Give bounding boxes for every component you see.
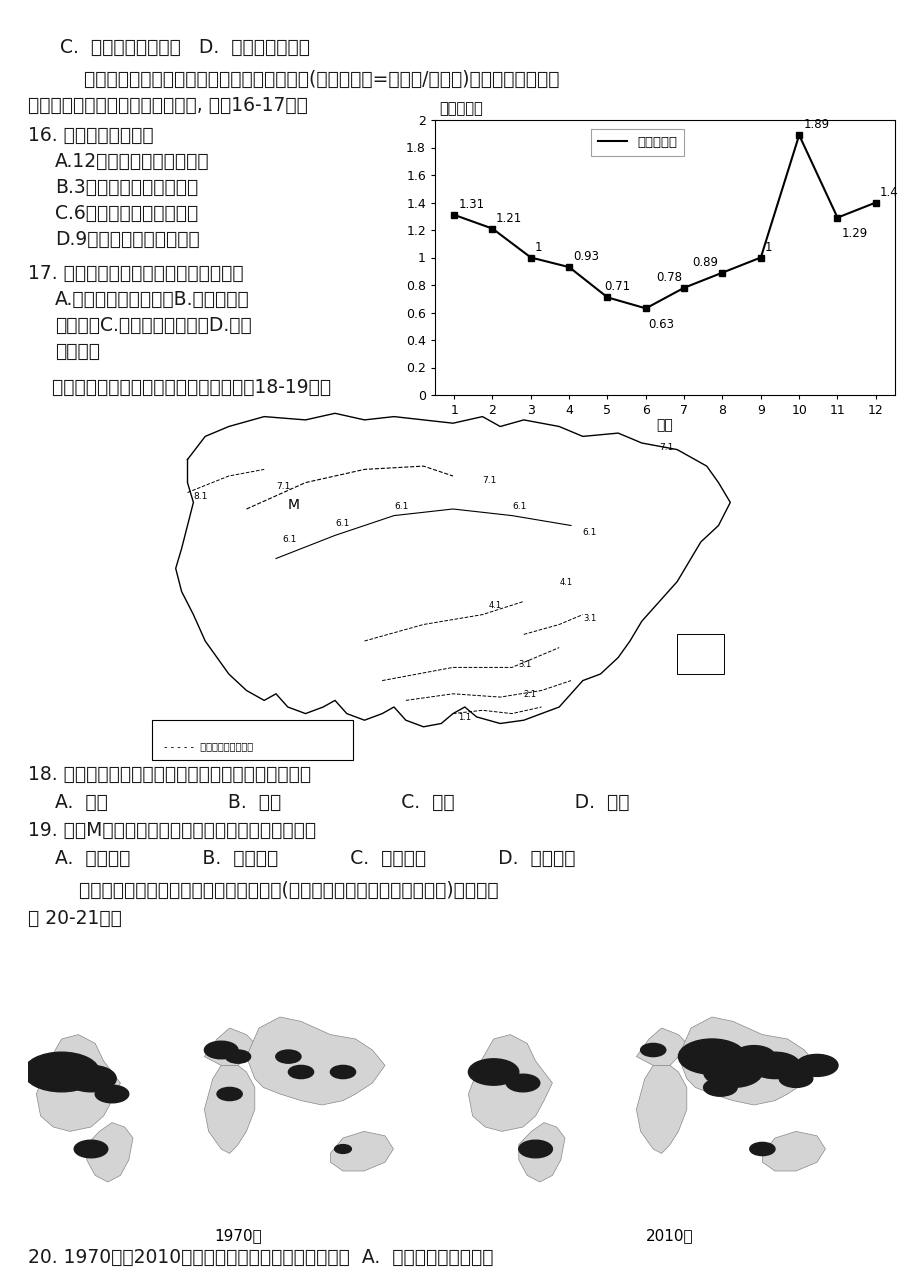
Text: 3.1: 3.1 (517, 660, 530, 669)
Polygon shape (86, 1122, 133, 1182)
Circle shape (732, 1046, 774, 1068)
Text: 水量盈余率是衡量水库蓄水量变化的重要指标(水量盈余率=流入量/流出量)。下图为北半球某: 水量盈余率是衡量水库蓄水量变化的重要指标(水量盈余率=流入量/流出量)。下图为北… (60, 70, 559, 89)
Circle shape (749, 1143, 774, 1156)
Text: 1: 1 (765, 241, 772, 254)
Polygon shape (762, 1131, 824, 1171)
Circle shape (795, 1055, 837, 1077)
Text: 6.1: 6.1 (335, 519, 349, 527)
Text: 7.1: 7.1 (276, 482, 290, 492)
Polygon shape (518, 1122, 564, 1182)
Legend: 水量盈余率: 水量盈余率 (590, 130, 683, 155)
Circle shape (703, 1079, 736, 1096)
Circle shape (778, 1070, 811, 1088)
Circle shape (204, 1041, 238, 1059)
Circle shape (225, 1050, 250, 1064)
Text: 1.31: 1.31 (458, 197, 484, 211)
Text: 1.4: 1.4 (879, 186, 898, 199)
Text: A.  地形                    B.  降水                    C.  热量                    D.: A. 地形 B. 降水 C. 热量 D. (55, 792, 629, 812)
Text: 答 20-21题。: 答 20-21题。 (28, 910, 121, 927)
Circle shape (518, 1140, 551, 1158)
Circle shape (468, 1059, 518, 1085)
Text: 0.78: 0.78 (655, 271, 682, 284)
Circle shape (677, 1040, 744, 1074)
Text: D.9月份水库的蓄水量最大: D.9月份水库的蓄水量最大 (55, 231, 199, 248)
Text: 1.1: 1.1 (458, 713, 471, 722)
X-axis label: 月份: 月份 (656, 418, 673, 432)
Polygon shape (246, 1017, 384, 1105)
Text: 6.1: 6.1 (281, 535, 296, 544)
Polygon shape (468, 1034, 551, 1131)
Circle shape (217, 1088, 242, 1101)
Polygon shape (636, 1028, 686, 1065)
Text: 2010年: 2010年 (645, 1228, 693, 1243)
Text: 6.1: 6.1 (393, 502, 408, 511)
Text: A.  地形平坦            B.  水源充足            C.  光照充足            D.  土壤肥沃: A. 地形平坦 B. 水源充足 C. 光照充足 D. 土壤肥沃 (55, 848, 575, 868)
Text: 水库各月水量盈余率统计图。读图, 回答16-17题。: 水库各月水量盈余率统计图。读图, 回答16-17题。 (28, 96, 308, 115)
Circle shape (95, 1085, 129, 1103)
Circle shape (276, 1050, 301, 1064)
Polygon shape (204, 1028, 255, 1065)
Circle shape (640, 1043, 665, 1056)
Text: 3.1: 3.1 (582, 614, 596, 623)
Text: 1.21: 1.21 (494, 211, 521, 224)
Circle shape (335, 1144, 351, 1153)
Text: 4.1: 4.1 (559, 578, 572, 587)
Circle shape (749, 1052, 800, 1079)
Text: 7.1: 7.1 (659, 442, 673, 451)
Text: 1.89: 1.89 (802, 118, 829, 131)
Text: 读我国油菜开花日期等值线图，回答下列18-19题。: 读我国油菜开花日期等值线图，回答下列18-19题。 (28, 378, 331, 397)
Text: 16. 下列说法正确的是: 16. 下列说法正确的是 (28, 126, 153, 145)
Text: M: M (288, 498, 300, 512)
Text: 6.1: 6.1 (512, 502, 526, 511)
Text: - - - - -  油菜开花日期等值线: - - - - - 油菜开花日期等值线 (164, 741, 253, 752)
Text: 0.71: 0.71 (604, 280, 630, 293)
Text: 1: 1 (535, 241, 542, 254)
Text: 8.1: 8.1 (193, 492, 208, 501)
Text: 1.29: 1.29 (841, 227, 867, 240)
Text: 下图图示意世界炼油能力空间分布及变化(图中圆圈大小表示炼油能力大小)。读图回: 下图图示意世界炼油能力空间分布及变化(图中圆圈大小表示炼油能力大小)。读图回 (55, 882, 498, 899)
Text: C.  垂直地带分异规律   D.  地方性分异规律: C. 垂直地带分异规律 D. 地方性分异规律 (60, 38, 310, 57)
Text: 0.93: 0.93 (573, 250, 598, 264)
Polygon shape (677, 1017, 816, 1105)
Text: A.亚热带常绿阔叶林带B.亚热带常绿: A.亚热带常绿阔叶林带B.亚热带常绿 (55, 290, 249, 310)
Polygon shape (636, 1065, 686, 1153)
Text: 17. 该水库库区所处的自然带最有可能是: 17. 该水库库区所处的自然带最有可能是 (28, 264, 244, 283)
Text: 0.63: 0.63 (648, 317, 674, 331)
Text: 水量盈余率: 水量盈余率 (439, 101, 482, 116)
Polygon shape (37, 1034, 120, 1131)
Text: 0.89: 0.89 (691, 256, 717, 269)
Text: 针叶林带: 针叶林带 (55, 341, 100, 361)
Circle shape (288, 1065, 313, 1079)
Text: 20. 1970年到2010年世界炼油能力的空间变化特点是  A.  炼油能力分布趋于集: 20. 1970年到2010年世界炼油能力的空间变化特点是 A. 炼油能力分布趋… (28, 1249, 493, 1268)
Text: 2.1: 2.1 (523, 691, 537, 699)
Text: A.12月份水库的蓄水量最大: A.12月份水库的蓄水量最大 (55, 152, 210, 171)
Text: 7.1: 7.1 (482, 475, 496, 484)
Circle shape (505, 1074, 539, 1092)
Circle shape (330, 1065, 356, 1079)
Text: 硬叶林带C.温带落叶阔叶林带D.温带: 硬叶林带C.温带落叶阔叶林带D.温带 (55, 316, 252, 335)
Text: 1970年: 1970年 (214, 1228, 262, 1243)
Text: B.3月份水库的蓄水量最大: B.3月份水库的蓄水量最大 (55, 178, 198, 197)
FancyBboxPatch shape (152, 720, 352, 759)
Text: 19. 图中M地地处沙漠边缘，仍可以种植油菜的原因是: 19. 图中M地地处沙漠边缘，仍可以种植油菜的原因是 (28, 820, 316, 840)
Text: C.6月份水库的蓄水量最小: C.6月份水库的蓄水量最小 (55, 204, 198, 223)
Circle shape (74, 1140, 108, 1158)
Polygon shape (330, 1131, 393, 1171)
Text: 6.1: 6.1 (582, 529, 596, 538)
Circle shape (703, 1056, 762, 1088)
Polygon shape (204, 1065, 255, 1153)
Bar (676, 634, 723, 674)
Text: 18. 影响我国南、北方地区油菜开花早晚的主要因素是: 18. 影响我国南、北方地区油菜开花早晚的主要因素是 (28, 764, 311, 784)
Circle shape (24, 1052, 99, 1092)
Text: 4.1: 4.1 (488, 601, 501, 610)
Circle shape (66, 1065, 116, 1092)
